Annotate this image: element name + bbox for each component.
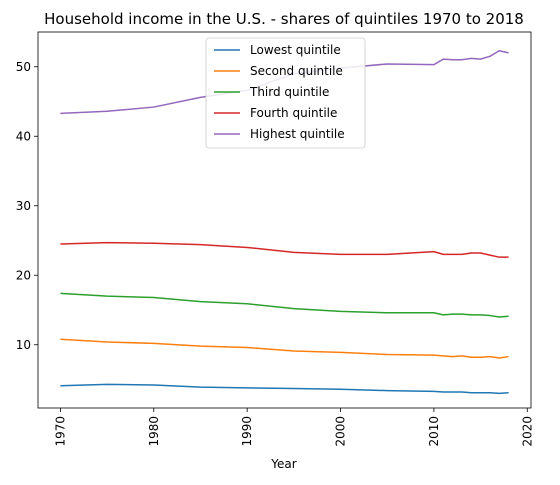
x-tick-label: 1970	[53, 416, 67, 447]
series-line-second-quintile	[60, 338, 509, 359]
x-tick-label: 1990	[240, 416, 254, 447]
legend-label-second-quintile: Second quintile	[250, 64, 343, 78]
series-line-third-quintile	[60, 292, 509, 318]
y-tick-label: 10	[16, 338, 31, 352]
x-tick-label: 2010	[427, 416, 441, 447]
y-tick-label: 40	[16, 129, 31, 143]
x-tick-label: 1980	[147, 416, 161, 447]
plot-area: 1970 1980 1990 2000 2010 2020 10 20 30 40 50	[16, 31, 534, 447]
series-line-lowest-quintile	[60, 383, 509, 395]
axes-frame	[37, 31, 532, 409]
legend-label-lowest-quintile: Lowest quintile	[250, 43, 341, 57]
y-tick-label: 50	[16, 60, 31, 74]
chart-title: Household income in the U.S. - shares of…	[44, 10, 524, 28]
legend-label-highest-quintile: Highest quintile	[250, 127, 345, 141]
legend-label-fourth-quintile: Fourth quintile	[250, 106, 337, 120]
x-axis-label: Year	[270, 457, 296, 471]
series-line-highest-quintile	[60, 50, 509, 115]
series-line-fourth-quintile	[60, 241, 509, 258]
legend-label-third-quintile: Third quintile	[249, 85, 329, 99]
legend-box	[205, 37, 366, 149]
x-tick-label: 2020	[520, 416, 534, 447]
y-tick-label: 30	[16, 199, 31, 213]
x-tick-label: 2000	[334, 416, 348, 447]
legend: Lowest quintile Second quintile Third quin…	[205, 37, 366, 149]
y-tick-label: 20	[16, 268, 31, 282]
